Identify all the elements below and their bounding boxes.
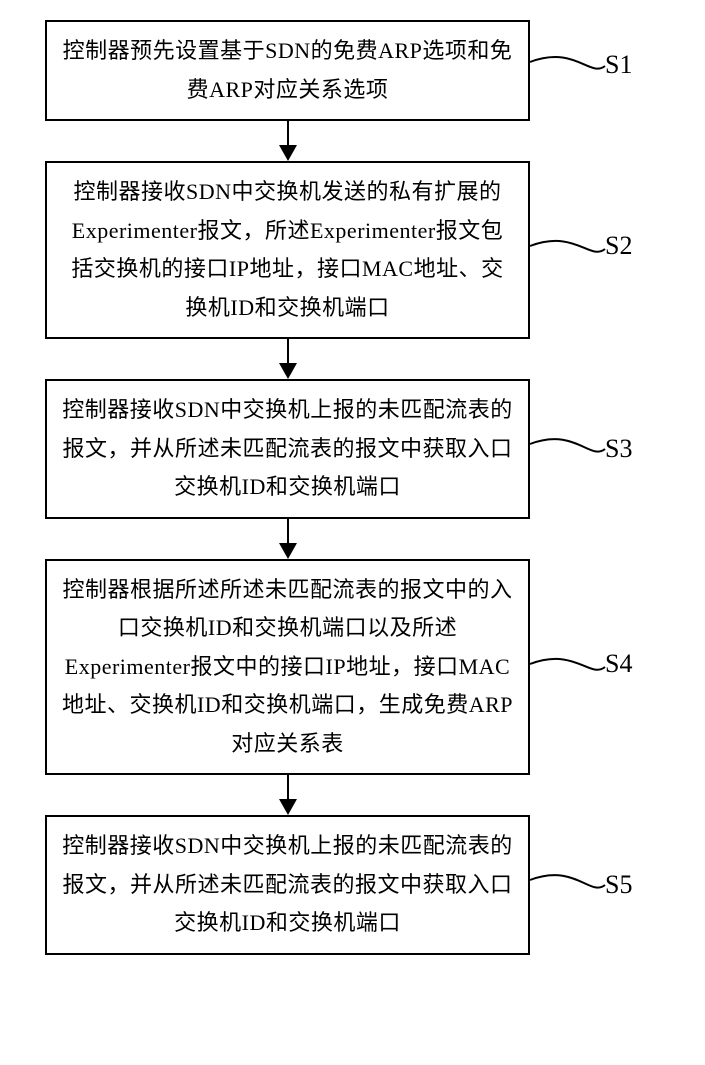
flow-box: 控制器根据所述所述未匹配流表的报文中的入口交换机ID和交换机端口以及所述Expe…	[45, 559, 530, 776]
step-label: S1	[605, 50, 632, 80]
flow-box: 控制器接收SDN中交换机上报的未匹配流表的报文，并从所述未匹配流表的报文中获取入…	[45, 815, 530, 955]
flow-box: 控制器接收SDN中交换机上报的未匹配流表的报文，并从所述未匹配流表的报文中获取入…	[45, 379, 530, 519]
flow-box: 控制器接收SDN中交换机发送的私有扩展的Experimenter报文，所述Exp…	[45, 161, 530, 339]
flow-arrow	[45, 339, 530, 379]
flow-step-5: 控制器接收SDN中交换机上报的未匹配流表的报文，并从所述未匹配流表的报文中获取入…	[45, 815, 660, 955]
step-label: S3	[605, 434, 632, 464]
step-label: S5	[605, 870, 632, 900]
flow-step-3: 控制器接收SDN中交换机上报的未匹配流表的报文，并从所述未匹配流表的报文中获取入…	[45, 379, 660, 519]
flow-box: 控制器预先设置基于SDN的免费ARP选项和免费ARP对应关系选项	[45, 20, 530, 121]
flowchart-container: 控制器预先设置基于SDN的免费ARP选项和免费ARP对应关系选项 S1 控制器接收S…	[45, 20, 660, 955]
flow-step-2: 控制器接收SDN中交换机发送的私有扩展的Experimenter报文，所述Exp…	[45, 161, 660, 339]
step-label: S4	[605, 649, 632, 679]
flow-arrow	[45, 519, 530, 559]
flow-step-4: 控制器根据所述所述未匹配流表的报文中的入口交换机ID和交换机端口以及所述Expe…	[45, 559, 660, 776]
step-label: S2	[605, 231, 632, 261]
flow-step-1: 控制器预先设置基于SDN的免费ARP选项和免费ARP对应关系选项 S1	[45, 20, 660, 121]
flow-arrow	[45, 775, 530, 815]
flow-arrow	[45, 121, 530, 161]
